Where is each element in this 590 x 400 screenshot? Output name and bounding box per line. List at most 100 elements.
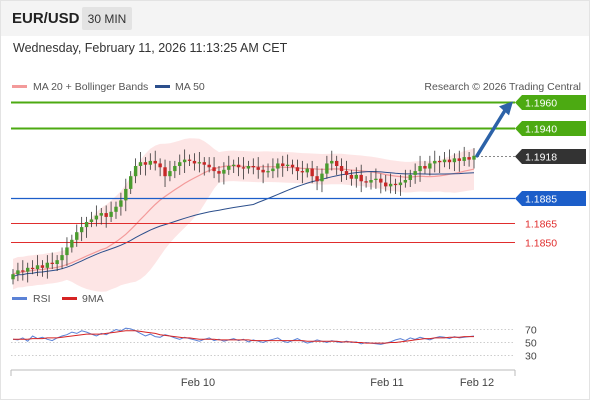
resistance-2-tag-label: 1.1960 [525,98,557,110]
candle-body [344,171,349,175]
ma20-legend-label: MA 20 + Bollinger Bands [33,81,148,93]
candle-body [403,180,408,183]
candle-body [261,169,265,173]
candle-body [271,168,275,172]
rsi-tick-label: 70 [525,325,537,337]
candle-body [339,166,344,172]
support-1-tag-label: 1.1865 [525,219,557,231]
chart-datetime: Wednesday, February 11, 2026 11:13:25 AM… [13,41,288,55]
candle-body [447,159,452,163]
candle-body [21,270,25,272]
candle-body [413,171,417,175]
candle-body [398,182,403,186]
candle-body [285,164,290,166]
candle-body [423,166,427,169]
candle-body [384,182,388,187]
ma50-legend-swatch [155,85,170,88]
last-price-tag-bg [515,149,586,164]
candle-body [173,166,177,172]
candles [11,146,476,285]
rsi-legend-swatch [12,297,27,300]
ma9-legend-label: 9MA [82,293,104,305]
candle-body [168,171,172,177]
candle-body [207,164,211,168]
candle-body [222,169,226,174]
candle-body [178,162,182,166]
candle-body [11,274,15,280]
rsi-ma9-line [13,330,474,344]
candle-body [290,164,295,168]
candle-body [202,162,206,165]
candle-body [99,213,103,216]
last-price-tag: 1.1918 [515,149,586,164]
candle-body [30,267,35,270]
candle-body [124,188,128,201]
candle-body [315,176,319,182]
resistance-1-tag: 1.1940 [515,121,586,136]
resistance-2-tag: 1.1960 [515,95,586,110]
candle-body [364,181,368,183]
timeframe-badge[interactable]: 30 MIN [82,7,132,30]
ma20-legend-swatch [12,85,27,88]
candle-body [418,166,422,172]
support-2-tag-label: 1.1850 [525,238,557,250]
candle-body [320,173,324,182]
candle-body [246,166,251,169]
resistance-2-tag-bg [515,95,586,110]
candle-body [79,227,84,233]
candle-body [153,160,157,164]
pivot-tag: 1.1885 [515,191,586,206]
key-levels: 1.1960 1.1940 1.1918 1.1885 1.1865 1.1850 [11,95,586,250]
candle-body [75,232,79,240]
candle-body [256,167,260,170]
rsi-tick-label: 50 [525,338,537,350]
candle-body [325,163,329,174]
candle-body [467,157,471,160]
candle-body [330,160,334,164]
candle-body [84,222,89,228]
candle-body [109,211,113,217]
candle-body [70,239,74,248]
candle-body [26,267,30,272]
copyright-text: Research © 2026 Trading Central [424,81,581,93]
candle-body [119,200,123,207]
projection-arrow-shaft [475,108,507,158]
candle-body [197,162,202,164]
ma50-legend-label: MA 50 [175,81,205,93]
candle-body [212,167,216,172]
candle-body [452,158,457,163]
projection-arrow-head [499,101,513,116]
candle-body [104,213,108,217]
candle-body [433,160,437,164]
candle-body [143,162,148,165]
candle-body [192,160,197,164]
rsi-legend-label: RSI [33,293,51,305]
candle-body [187,159,192,161]
candle-body [266,171,270,173]
timeframe-label: 30 MIN [87,12,127,26]
candle-body [408,174,412,180]
ma9-legend-swatch [62,297,77,300]
candle-body [349,174,354,179]
candle-body [65,247,69,256]
candle-body [227,166,231,170]
pivot-tag-label: 1.1885 [525,194,557,206]
candle-body [457,158,461,161]
candle-body [89,219,94,222]
candle-body [133,166,138,177]
candle-body [241,167,246,169]
candle-body [462,157,466,161]
candle-body [55,260,59,264]
x-tick-label: Feb 10 [181,377,215,389]
bollinger-band [13,138,474,292]
candle-body [281,163,285,166]
candle-body [388,183,393,187]
candle-body [295,167,300,172]
candle-body [300,171,305,173]
candle-body [374,178,378,180]
candle-body [472,155,476,160]
candle-body [60,255,64,261]
candle-body [354,174,358,179]
x-tick-label: Feb 11 [370,377,403,389]
